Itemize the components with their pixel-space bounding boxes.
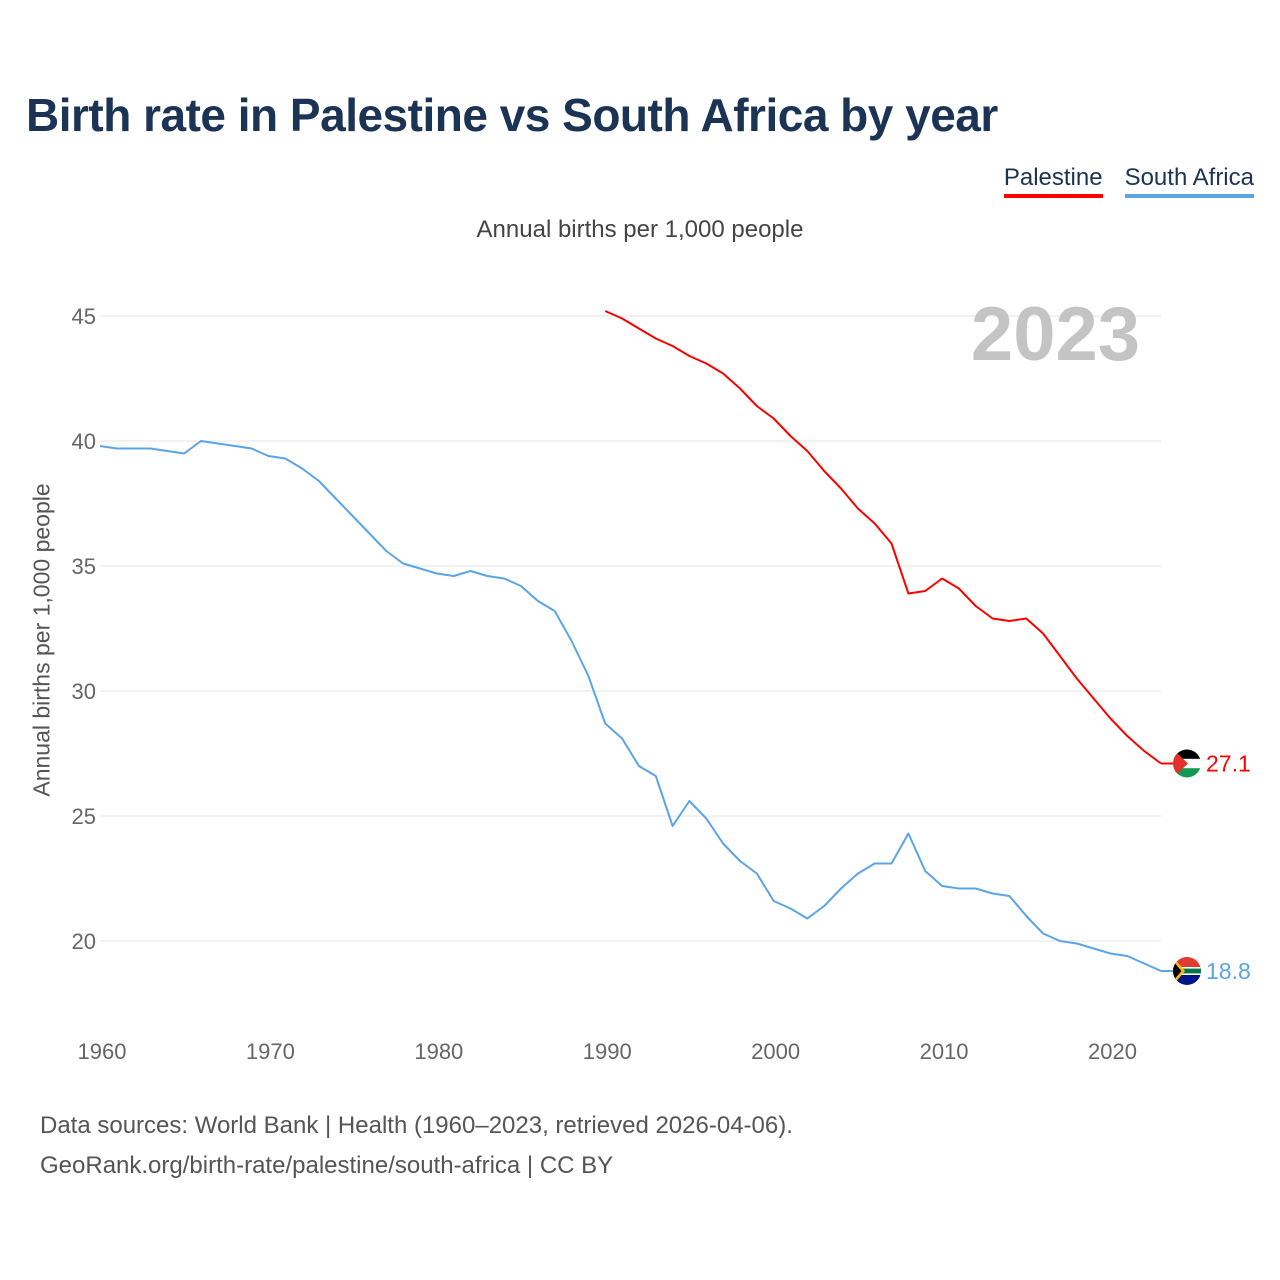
x-axis-ticks: 1960 1970 1980 1990 2000 2010 2020 bbox=[78, 1039, 1137, 1064]
y-tick-label: 35 bbox=[72, 554, 96, 579]
series-line-palestine bbox=[604, 310, 1162, 765]
x-tick-label: 1990 bbox=[583, 1039, 632, 1064]
y-tick-label: 20 bbox=[72, 929, 96, 954]
chart-title: Birth rate in Palestine vs South Africa … bbox=[26, 89, 998, 141]
y-tick-label: 25 bbox=[72, 804, 96, 829]
x-tick-label: 1970 bbox=[246, 1039, 295, 1064]
x-tick-label: 2020 bbox=[1088, 1039, 1137, 1064]
series-lines bbox=[99, 310, 1173, 972]
year-watermark: 2023 bbox=[971, 292, 1140, 377]
gridlines bbox=[100, 315, 1161, 942]
x-tick-label: 2000 bbox=[751, 1039, 800, 1064]
legend: Palestine South Africa bbox=[1003, 164, 1254, 198]
y-tick-label: 45 bbox=[72, 304, 96, 329]
y-tick-label: 40 bbox=[72, 429, 96, 454]
footer: Data sources: World Bank | Health (1960–… bbox=[40, 1106, 793, 1186]
footer-sources: Data sources: World Bank | Health (1960–… bbox=[40, 1112, 793, 1139]
chart-subtitle: Annual births per 1,000 people bbox=[476, 216, 804, 243]
palestine-end-value: 27.1 bbox=[1206, 751, 1251, 777]
legend-item-palestine[interactable]: Palestine bbox=[1003, 164, 1103, 198]
footer-link[interactable]: GeoRank.org/birth-rate/palestine/south-a… bbox=[40, 1152, 614, 1179]
series-line-south-africa bbox=[99, 440, 1162, 972]
x-tick-label: 1980 bbox=[414, 1039, 463, 1064]
y-tick-label: 30 bbox=[72, 679, 96, 704]
south-africa-end-value: 18.8 bbox=[1206, 958, 1251, 984]
south-africa-flag-icon bbox=[1173, 957, 1201, 985]
x-tick-label: 2010 bbox=[920, 1039, 969, 1064]
x-tick-label: 1960 bbox=[78, 1039, 127, 1064]
legend-item-south-africa[interactable]: South Africa bbox=[1124, 164, 1254, 198]
palestine-flag-icon bbox=[1173, 749, 1201, 778]
y-axis-ticks: 20 25 30 35 40 45 bbox=[72, 304, 96, 954]
